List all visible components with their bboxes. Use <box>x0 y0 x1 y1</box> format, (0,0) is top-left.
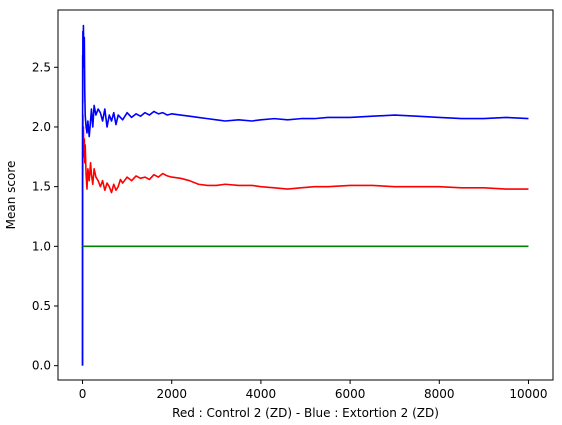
x-tick-label: 0 <box>79 387 87 401</box>
x-tick-label: 6000 <box>335 387 366 401</box>
series-layer <box>81 24 529 366</box>
series-line-1 <box>81 114 529 366</box>
y-axis: 0.0 0.5 1.0 1.5 2.0 2.5 <box>32 60 58 373</box>
x-tick-label: 10000 <box>509 387 547 401</box>
x-tick-label: 4000 <box>246 387 277 401</box>
y-tick-label: 0.0 <box>32 359 51 373</box>
x-tick-label: 2000 <box>156 387 187 401</box>
y-tick-label: 0.5 <box>32 299 51 313</box>
y-tick-label: 1.5 <box>32 180 51 194</box>
x-tick-label: 8000 <box>424 387 455 401</box>
x-axis-title: Red : Control 2 (ZD) - Blue : Extortion … <box>172 406 439 420</box>
x-axis: 0 2000 4000 6000 8000 10000 <box>79 380 548 401</box>
y-axis-title: Mean score <box>4 161 18 230</box>
y-tick-label: 2.0 <box>32 120 51 134</box>
series-line-2 <box>81 24 529 366</box>
plot-area <box>58 10 553 380</box>
plot-frame <box>57 9 554 381</box>
y-tick-label: 2.5 <box>32 60 51 74</box>
y-tick-label: 1.0 <box>32 239 51 253</box>
